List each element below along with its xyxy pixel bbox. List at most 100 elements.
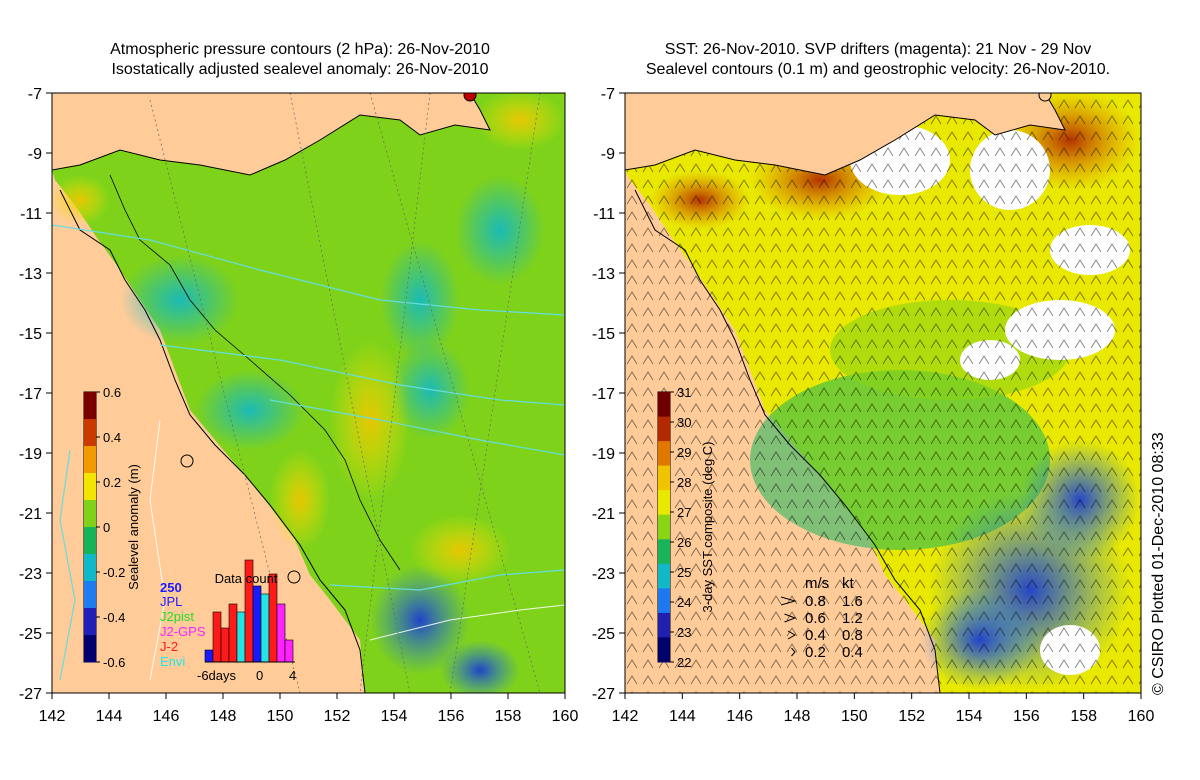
left-reef-outline bbox=[109, 174, 401, 571]
left-lon-label: 156 bbox=[438, 708, 465, 725]
velocity-legend-kt: 0.8 bbox=[842, 627, 863, 644]
right-lat-label: -15 bbox=[592, 326, 615, 343]
data-count-legend-item: JPL bbox=[160, 594, 182, 609]
right-colorbar-swatch bbox=[658, 563, 670, 589]
left-longitude-labels: 142 144 146 148 150 152 154 156 158 160 bbox=[39, 693, 579, 725]
right-lon-label: 160 bbox=[1128, 708, 1155, 725]
data-count-bar bbox=[284, 639, 294, 663]
velocity-legend-ms: 0.2 bbox=[805, 644, 826, 661]
right-lon-label: 156 bbox=[1013, 708, 1040, 725]
left-lat-label: -19 bbox=[19, 446, 42, 463]
left-lon-label: 146 bbox=[153, 708, 180, 725]
left-colorbar-swatch bbox=[84, 419, 96, 447]
left-lat-label: -13 bbox=[19, 266, 42, 283]
velocity-legend-ms: 0.4 bbox=[805, 627, 826, 644]
left-colorbar-swatch bbox=[84, 392, 96, 420]
right-colorbar-tick-label: 29 bbox=[677, 445, 691, 460]
velocity-legend-unit-ms: m/s bbox=[805, 575, 829, 592]
right-colorbar-tick-label: 22 bbox=[677, 655, 691, 670]
right-colorbar-label: 3-day SST composite (deg C) bbox=[700, 442, 715, 613]
data-count-bar bbox=[236, 611, 246, 663]
left-lat-label: -21 bbox=[19, 506, 42, 523]
data-count-bar bbox=[228, 603, 238, 663]
right-title-line-1: SST: 26-Nov-2010. SVP drifters (magenta)… bbox=[664, 41, 1092, 58]
left-new-guinea bbox=[52, 93, 491, 176]
right-lat-label: -11 bbox=[593, 206, 615, 223]
left-colorbar-ticks: 0.6 0.4 0.2 0 -0.2 -0.4 -0.6 bbox=[84, 385, 125, 670]
velocity-legend-kt: 1.2 bbox=[842, 610, 863, 627]
left-lat-label: -17 bbox=[19, 386, 42, 403]
right-longitude-labels: 142 144 146 148 150 152 154 156 158 160 bbox=[612, 693, 1155, 725]
left-marker-dot bbox=[463, 93, 477, 102]
velocity-legend: m/s kt 0.8 1.60.6 1.20.4 0.80.2 0.4 bbox=[780, 575, 863, 661]
data-count-xtick-zero: 0 bbox=[256, 668, 263, 683]
data-count-xtick-start: -6days bbox=[197, 668, 237, 683]
left-colorbar-label: Sealevel anomaly (m) bbox=[126, 464, 141, 590]
velocity-legend-ms: 0.6 bbox=[805, 610, 826, 627]
left-lat-label: -11 bbox=[20, 206, 42, 223]
right-colorbar-tick-label: 23 bbox=[677, 625, 691, 640]
left-lat-label: -7 bbox=[28, 86, 42, 103]
velocity-legend-kt: 1.6 bbox=[842, 593, 863, 610]
right-lon-label: 150 bbox=[841, 708, 868, 725]
left-colorbar-tick-label: -0.4 bbox=[103, 610, 125, 625]
right-colorbar: 31 30 29 28 27 26 25 24 23 22 3-day SST composite… bbox=[657, 385, 715, 670]
right-colorbar-swatch bbox=[658, 392, 670, 418]
left-colorbar-swatch bbox=[84, 500, 96, 528]
left-lon-label: 142 bbox=[39, 708, 66, 725]
velocity-legend-arrow bbox=[784, 613, 797, 623]
left-latitude-labels: -7 -9 -11 -13 -15 -17 -19 -21 -23 -25 -27 bbox=[19, 86, 52, 703]
right-colorbar-swatch bbox=[658, 441, 670, 467]
right-colorbar-swatch bbox=[658, 514, 670, 540]
right-colorbar-tick-label: 25 bbox=[677, 565, 691, 580]
left-lon-label: 152 bbox=[324, 708, 351, 725]
data-count-legend-item: Envi bbox=[160, 654, 185, 669]
credit-text: © CSIRO Plotted 01-Dec-2010 08:33 bbox=[1150, 432, 1167, 695]
data-count-bar bbox=[252, 585, 262, 663]
right-title-line-2: Sealevel contours (0.1 m) and geostrophi… bbox=[645, 61, 1111, 78]
left-lat-label: -23 bbox=[19, 566, 42, 583]
right-lat-label: -25 bbox=[592, 626, 615, 643]
velocity-legend-rows: 0.8 1.60.6 1.20.4 0.80.2 0.4 bbox=[780, 593, 863, 661]
right-colorbar-swatch bbox=[658, 539, 670, 565]
velocity-legend-arrow bbox=[791, 647, 796, 657]
velocity-legend-arrow bbox=[787, 630, 797, 640]
left-colorbar-tick-label: 0 bbox=[103, 520, 110, 535]
left-title-line-2: Isostatically adjusted sealevel anomaly:… bbox=[111, 61, 489, 78]
velocity-legend-ms: 0.8 bbox=[805, 593, 826, 610]
left-lon-label: 160 bbox=[552, 708, 579, 725]
data-count-bar bbox=[204, 649, 214, 663]
right-colorbar-tick-label: 26 bbox=[677, 535, 691, 550]
data-count-legend-item: J-2 bbox=[160, 639, 178, 654]
right-colorbar-swatch bbox=[658, 588, 670, 614]
right-colorbar-tick-label: 31 bbox=[677, 385, 691, 400]
data-count-legend-item: J2-GPS bbox=[160, 624, 206, 639]
left-white-contours bbox=[149, 419, 565, 681]
left-lon-label: 144 bbox=[96, 708, 123, 725]
right-lat-label: -9 bbox=[601, 146, 615, 163]
right-coastline bbox=[634, 189, 941, 693]
left-colorbar: 0.6 0.4 0.2 0 -0.2 -0.4 -0.6 Sealevel anomaly … bbox=[83, 385, 141, 670]
left-title-line-1: Atmospheric pressure contours (2 hPa): 2… bbox=[110, 41, 490, 58]
left-colorbar-tick-label: -0.6 bbox=[103, 655, 125, 670]
right-lon-label: 142 bbox=[612, 708, 639, 725]
left-colorbar-swatch bbox=[84, 527, 96, 555]
right-lat-label: -19 bbox=[592, 446, 615, 463]
right-lon-label: 148 bbox=[784, 708, 811, 725]
right-lat-label: -23 bbox=[592, 566, 615, 583]
left-colorbar-swatch bbox=[84, 446, 96, 474]
left-lat-label: -9 bbox=[28, 146, 42, 163]
data-count-bar bbox=[212, 611, 222, 663]
right-colorbar-tick-label: 24 bbox=[677, 595, 691, 610]
right-colorbar-swatch bbox=[658, 490, 670, 516]
right-lon-label: 158 bbox=[1070, 708, 1097, 725]
left-colorbar-swatch bbox=[84, 581, 96, 609]
right-lon-label: 154 bbox=[956, 708, 983, 725]
left-pressure-contours bbox=[52, 224, 565, 681]
data-count-scale: 250 bbox=[160, 580, 182, 595]
left-lat-label: -15 bbox=[19, 326, 42, 343]
right-lat-label: -27 bbox=[592, 686, 615, 703]
right-colorbar-swatch bbox=[658, 465, 670, 491]
left-island-dot bbox=[180, 454, 194, 468]
